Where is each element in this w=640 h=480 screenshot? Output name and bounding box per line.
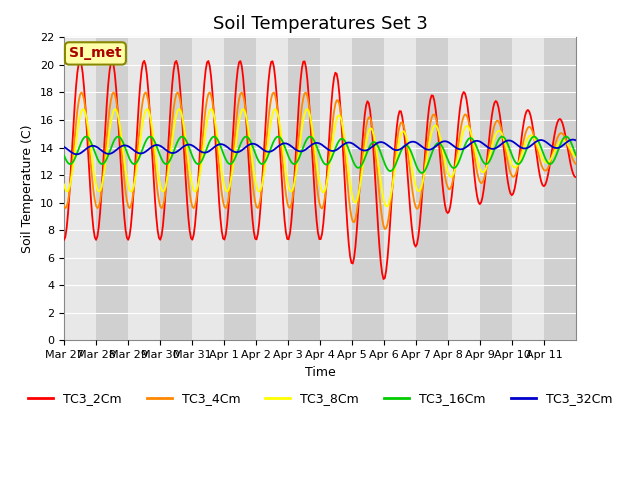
Bar: [64, 37, 96, 340]
Bar: [96, 37, 128, 340]
Text: SI_met: SI_met: [69, 47, 122, 60]
Bar: [352, 37, 384, 340]
Bar: [192, 37, 224, 340]
Bar: [384, 37, 416, 340]
Legend: TC3_2Cm, TC3_4Cm, TC3_8Cm, TC3_16Cm, TC3_32Cm: TC3_2Cm, TC3_4Cm, TC3_8Cm, TC3_16Cm, TC3…: [23, 387, 617, 410]
Bar: [448, 37, 480, 340]
Bar: [288, 37, 320, 340]
Title: Soil Temperatures Set 3: Soil Temperatures Set 3: [212, 15, 428, 33]
Bar: [320, 37, 352, 340]
Bar: [256, 37, 288, 340]
Bar: [416, 37, 448, 340]
X-axis label: Time: Time: [305, 366, 335, 379]
Bar: [512, 37, 544, 340]
Bar: [160, 37, 192, 340]
Bar: [128, 37, 160, 340]
Y-axis label: Soil Temperature (C): Soil Temperature (C): [22, 125, 35, 253]
Bar: [224, 37, 256, 340]
Bar: [544, 37, 576, 340]
Bar: [480, 37, 512, 340]
